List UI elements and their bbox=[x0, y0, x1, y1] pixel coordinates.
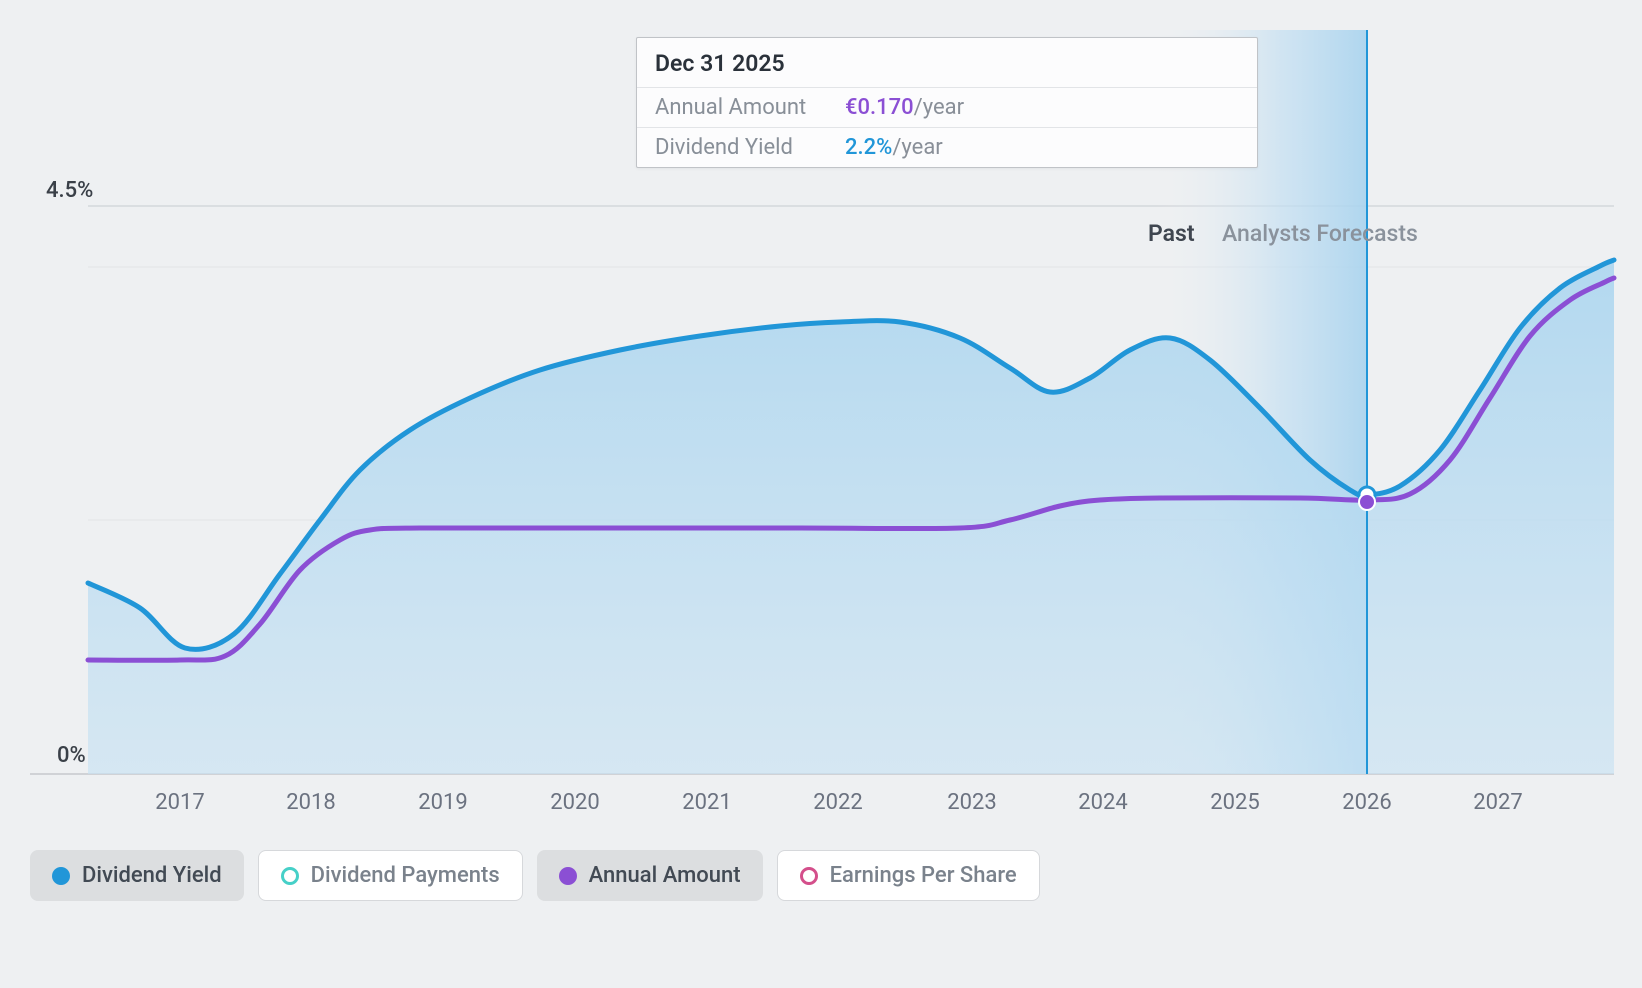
x-axis-tick: 2025 bbox=[1210, 790, 1259, 815]
tooltip-value: 2.2%/year bbox=[845, 135, 943, 160]
legend-label: Dividend Yield bbox=[82, 863, 222, 888]
tooltip-label: Dividend Yield bbox=[655, 135, 845, 160]
legend-ring-icon bbox=[281, 867, 299, 885]
tooltip: Dec 31 2025 Annual Amount €0.170/year Di… bbox=[636, 37, 1258, 168]
past-label: Past bbox=[1148, 220, 1195, 247]
legend-item-dividend-yield[interactable]: Dividend Yield bbox=[30, 850, 244, 901]
forecast-label: Analysts Forecasts bbox=[1222, 220, 1418, 247]
legend-item-eps[interactable]: Earnings Per Share bbox=[777, 850, 1040, 901]
x-axis-tick: 2024 bbox=[1078, 790, 1127, 815]
x-axis-tick: 2026 bbox=[1342, 790, 1391, 815]
x-axis-tick: 2019 bbox=[418, 790, 467, 815]
marker-amount bbox=[1359, 494, 1375, 510]
tooltip-date: Dec 31 2025 bbox=[637, 38, 1257, 87]
dividend-yield-area bbox=[88, 260, 1614, 774]
tooltip-label: Annual Amount bbox=[655, 95, 845, 120]
chart-container: 4.5% 0% Past Analysts Forecasts 2017 2018… bbox=[0, 0, 1642, 988]
legend-ring-icon bbox=[800, 867, 818, 885]
x-axis-tick: 2021 bbox=[682, 790, 731, 815]
x-axis-tick: 2022 bbox=[813, 790, 862, 815]
x-axis-tick: 2018 bbox=[286, 790, 335, 815]
legend-dot-icon bbox=[559, 867, 577, 885]
tooltip-row-amount: Annual Amount €0.170/year bbox=[637, 87, 1257, 127]
y-axis-label-max: 4.5% bbox=[46, 178, 93, 203]
tooltip-row-yield: Dividend Yield 2.2%/year bbox=[637, 127, 1257, 167]
legend-label: Dividend Payments bbox=[311, 863, 500, 888]
x-axis-tick: 2017 bbox=[155, 790, 204, 815]
y-axis-label-min: 0% bbox=[57, 743, 86, 768]
legend-item-dividend-payments[interactable]: Dividend Payments bbox=[258, 850, 523, 901]
x-axis-tick: 2027 bbox=[1473, 790, 1522, 815]
x-axis-tick: 2020 bbox=[550, 790, 599, 815]
x-axis-tick: 2023 bbox=[947, 790, 996, 815]
legend-label: Annual Amount bbox=[589, 863, 741, 888]
tooltip-value: €0.170/year bbox=[845, 95, 964, 120]
legend-item-annual-amount[interactable]: Annual Amount bbox=[537, 850, 763, 901]
legend: Dividend Yield Dividend Payments Annual … bbox=[30, 850, 1040, 901]
legend-label: Earnings Per Share bbox=[830, 863, 1017, 888]
legend-dot-icon bbox=[52, 867, 70, 885]
